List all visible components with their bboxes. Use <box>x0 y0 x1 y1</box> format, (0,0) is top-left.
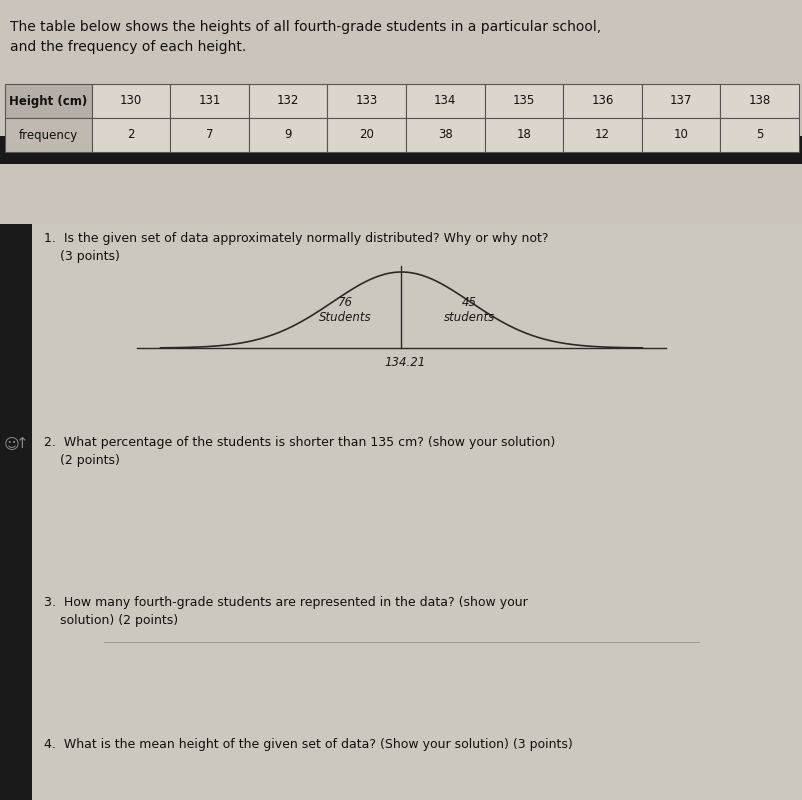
Text: 132: 132 <box>277 94 299 107</box>
Text: (3 points): (3 points) <box>44 250 119 262</box>
Bar <box>0 0 802 224</box>
Text: 131: 131 <box>198 94 221 107</box>
Text: ☺: ☺ <box>4 437 20 451</box>
Text: 133: 133 <box>355 94 377 107</box>
Text: Height (cm): Height (cm) <box>9 94 87 107</box>
Bar <box>327 118 406 152</box>
Bar <box>641 84 719 118</box>
Bar <box>32 224 802 800</box>
Text: solution) (2 points): solution) (2 points) <box>44 614 178 626</box>
Bar <box>249 118 327 152</box>
Text: ↑: ↑ <box>16 437 29 451</box>
Bar <box>562 84 641 118</box>
Text: (2 points): (2 points) <box>44 454 119 466</box>
Bar <box>641 118 719 152</box>
Text: The table below shows the heights of all fourth-grade students in a particular s: The table below shows the heights of all… <box>10 20 600 34</box>
Text: 4.  What is the mean height of the given set of data? (Show your solution) (3 po: 4. What is the mean height of the given … <box>44 738 572 750</box>
Text: 138: 138 <box>747 94 770 107</box>
Text: 134: 134 <box>434 94 456 107</box>
Bar <box>5 118 91 152</box>
Text: 12: 12 <box>594 129 610 142</box>
Text: 136: 136 <box>590 94 613 107</box>
Text: 130: 130 <box>119 94 142 107</box>
Text: 135: 135 <box>512 94 534 107</box>
Text: 9: 9 <box>284 129 291 142</box>
Bar <box>170 118 249 152</box>
Text: and the frequency of each height.: and the frequency of each height. <box>10 40 245 54</box>
Bar <box>719 84 798 118</box>
Text: 7: 7 <box>205 129 213 142</box>
Text: 38: 38 <box>437 129 452 142</box>
Text: 3.  How many fourth-grade students are represented in the data? (show your: 3. How many fourth-grade students are re… <box>44 596 527 609</box>
Text: 18: 18 <box>516 129 531 142</box>
Bar <box>406 84 484 118</box>
Bar <box>249 84 327 118</box>
Bar <box>91 118 170 152</box>
Bar <box>5 84 91 118</box>
Text: 2.  What percentage of the students is shorter than 135 cm? (show your solution): 2. What percentage of the students is sh… <box>44 436 555 449</box>
Bar <box>719 118 798 152</box>
Bar <box>91 84 170 118</box>
Bar <box>406 118 484 152</box>
Text: 76
Students: 76 Students <box>318 296 371 323</box>
Text: 20: 20 <box>358 129 374 142</box>
Text: frequency: frequency <box>18 129 78 142</box>
Bar <box>170 84 249 118</box>
Bar <box>0 224 32 800</box>
Bar <box>562 118 641 152</box>
Text: 10: 10 <box>673 129 687 142</box>
Bar <box>484 84 562 118</box>
Text: 45
students: 45 students <box>444 296 495 323</box>
Text: 2: 2 <box>127 129 135 142</box>
Bar <box>484 118 562 152</box>
Text: 134.21: 134.21 <box>384 356 426 369</box>
Text: 1.  Is the given set of data approximately normally distributed? Why or why not?: 1. Is the given set of data approximatel… <box>44 232 548 245</box>
Text: 137: 137 <box>669 94 691 107</box>
Bar <box>0 136 802 164</box>
Bar <box>327 84 406 118</box>
Text: 5: 5 <box>755 129 763 142</box>
